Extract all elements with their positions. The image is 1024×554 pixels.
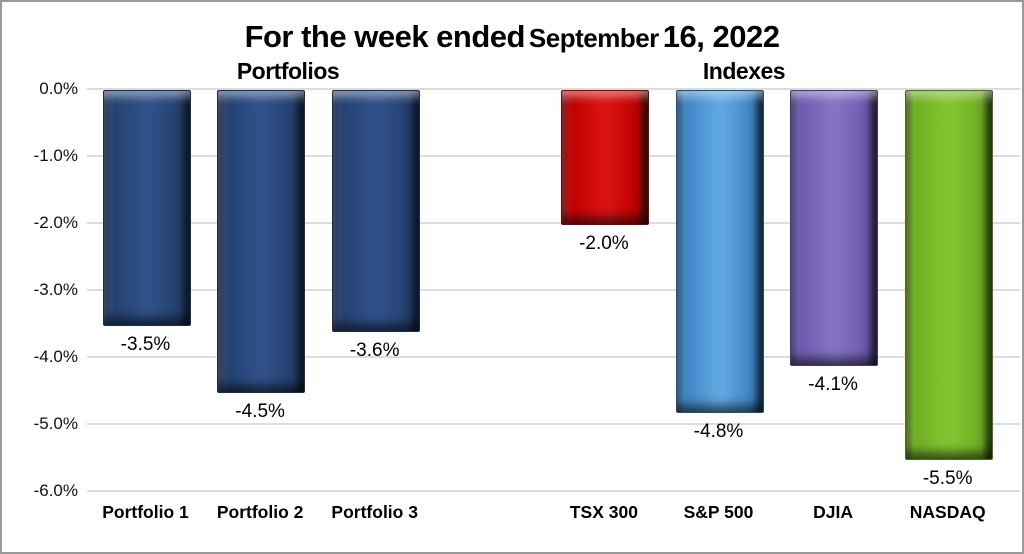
- gridline: [87, 289, 1020, 291]
- bar-nasdaq: [904, 90, 993, 460]
- category-label-portfolio-1: Portfolio 1: [102, 502, 189, 522]
- gridline: [87, 88, 1020, 90]
- value-label-portfolio-3: -3.6%: [349, 340, 400, 362]
- value-label-tsx-300: -2.0%: [579, 233, 629, 254]
- value-label-portfolio-2: -4.5%: [235, 400, 285, 422]
- bar-portfolio-2: [217, 90, 306, 393]
- gridline: [87, 222, 1020, 224]
- bar-tsx-300: [560, 90, 649, 225]
- value-label-nasdaq: -5.5%: [922, 467, 973, 489]
- bar-s-p-500: [675, 90, 764, 413]
- y-axis-tick-label: -1.0%: [33, 146, 78, 165]
- gridline: [87, 356, 1020, 358]
- bar-portfolio-3: [331, 90, 420, 333]
- value-label-s-p-500: -4.8%: [693, 420, 744, 442]
- category-label-s-p-500: S&P 500: [683, 502, 754, 522]
- gridline: [87, 423, 1020, 425]
- y-axis-tick-label: -3.0%: [33, 280, 78, 299]
- y-axis-tick-label: -6.0%: [33, 481, 78, 500]
- category-label-portfolio-2: Portfolio 2: [216, 502, 304, 522]
- bar-djia: [790, 90, 879, 366]
- chart-title-prefix: For the week ended: [244, 19, 526, 54]
- chart-title-date: 16, 2022: [662, 19, 780, 54]
- category-label-nasdaq: NASDAQ: [909, 502, 986, 522]
- y-axis-tick-label: -2.0%: [33, 213, 78, 232]
- chart-title: For the week ended September 16, 2022: [2, 18, 1022, 62]
- chart-title-month: September: [528, 23, 659, 53]
- group-label-indexes: Indexes: [702, 58, 786, 84]
- value-label-portfolio-1: -3.5%: [120, 333, 171, 355]
- value-label-djia: -4.1%: [808, 373, 858, 395]
- y-axis-tick-label: -4.0%: [33, 347, 78, 366]
- gridline: [87, 155, 1020, 157]
- group-label-portfolios: Portfolios: [236, 58, 340, 84]
- bar-portfolio-1: [102, 90, 191, 326]
- y-axis-tick-label: 0.0%: [39, 79, 78, 98]
- category-label-djia: DJIA: [813, 502, 854, 522]
- gridline: [87, 490, 1020, 492]
- category-label-portfolio-3: Portfolio 3: [331, 502, 418, 522]
- y-axis-tick-label: -5.0%: [33, 414, 78, 433]
- category-label-tsx-300: TSX 300: [569, 502, 638, 522]
